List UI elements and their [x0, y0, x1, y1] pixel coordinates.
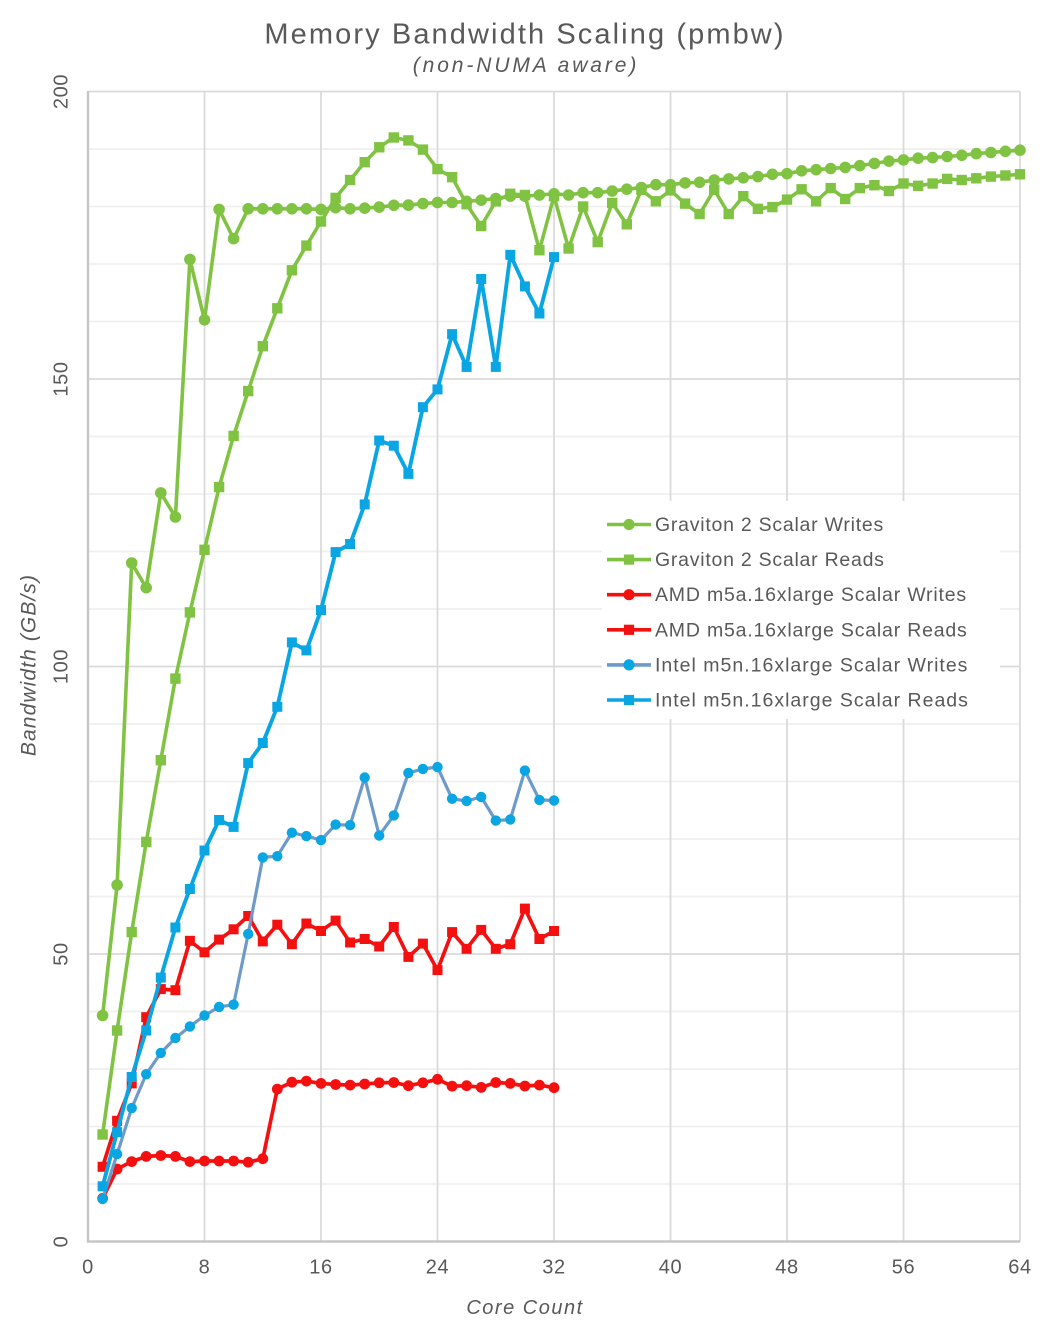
svg-text:200: 200 [51, 74, 73, 109]
svg-text:Memory Bandwidth Scaling (pmbw: Memory Bandwidth Scaling (pmbw) [264, 19, 785, 51]
svg-text:Core Count: Core Count [466, 1297, 583, 1319]
svg-text:8: 8 [199, 1257, 211, 1279]
svg-text:40: 40 [659, 1257, 682, 1279]
svg-text:AMD m5a.16xlarge Scalar Reads: AMD m5a.16xlarge Scalar Reads [655, 619, 968, 641]
svg-text:(non-NUMA aware): (non-NUMA aware) [413, 54, 640, 77]
svg-text:24: 24 [426, 1257, 449, 1279]
svg-text:Graviton 2 Scalar Reads: Graviton 2 Scalar Reads [655, 549, 885, 571]
svg-text:50: 50 [51, 942, 73, 965]
svg-text:64: 64 [1008, 1257, 1031, 1279]
svg-text:16: 16 [309, 1257, 332, 1279]
svg-text:Intel m5n.16xlarge Scalar Writ: Intel m5n.16xlarge Scalar Writes [655, 654, 968, 676]
svg-text:0: 0 [51, 1236, 73, 1248]
svg-text:AMD m5a.16xlarge Scalar Writes: AMD m5a.16xlarge Scalar Writes [655, 584, 967, 606]
svg-text:48: 48 [775, 1257, 798, 1279]
svg-text:100: 100 [51, 649, 73, 684]
svg-text:Intel m5n.16xlarge Scalar Read: Intel m5n.16xlarge Scalar Reads [655, 690, 969, 712]
svg-text:0: 0 [82, 1257, 94, 1279]
svg-text:150: 150 [51, 361, 73, 396]
svg-text:Bandwidth (GB/s): Bandwidth (GB/s) [18, 574, 41, 756]
svg-text:Graviton 2 Scalar Writes: Graviton 2 Scalar Writes [655, 514, 884, 536]
svg-text:56: 56 [892, 1257, 915, 1279]
svg-text:32: 32 [542, 1257, 565, 1279]
